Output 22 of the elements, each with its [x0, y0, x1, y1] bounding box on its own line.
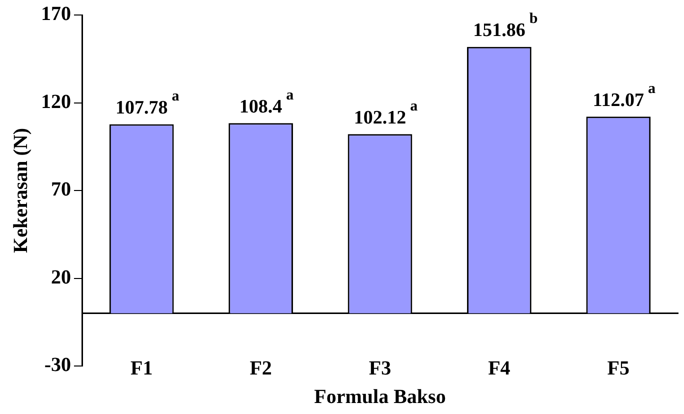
data-label: 102.12 — [354, 108, 406, 129]
x-tick-label: F5 — [607, 358, 630, 380]
x-tick-label: F4 — [488, 358, 510, 380]
y-tick-label: 70 — [51, 178, 71, 201]
annotation: a — [172, 88, 180, 105]
data-label: 151.86 — [473, 20, 526, 42]
x-axis-title: Formula Bakso — [314, 386, 446, 408]
annotation: a — [286, 87, 294, 104]
y-tick-label: 20 — [51, 266, 71, 288]
data-label: 107.78 — [115, 98, 168, 119]
x-tick-label: F1 — [130, 358, 153, 380]
y-tick-label: -30 — [44, 354, 71, 376]
annotation: b — [529, 11, 538, 28]
y-tick-label: 170 — [41, 3, 71, 26]
annotation: a — [648, 81, 656, 98]
annotation: a — [410, 98, 418, 115]
y-axis-title: Kekerasan (N) — [10, 128, 32, 253]
data-label: 112.07 — [592, 90, 644, 112]
data-label: 108.4 — [239, 96, 283, 118]
x-tick-label: F3 — [368, 358, 392, 380]
y-tick-label: 120 — [41, 90, 71, 113]
x-tick-label: F2 — [250, 358, 272, 380]
